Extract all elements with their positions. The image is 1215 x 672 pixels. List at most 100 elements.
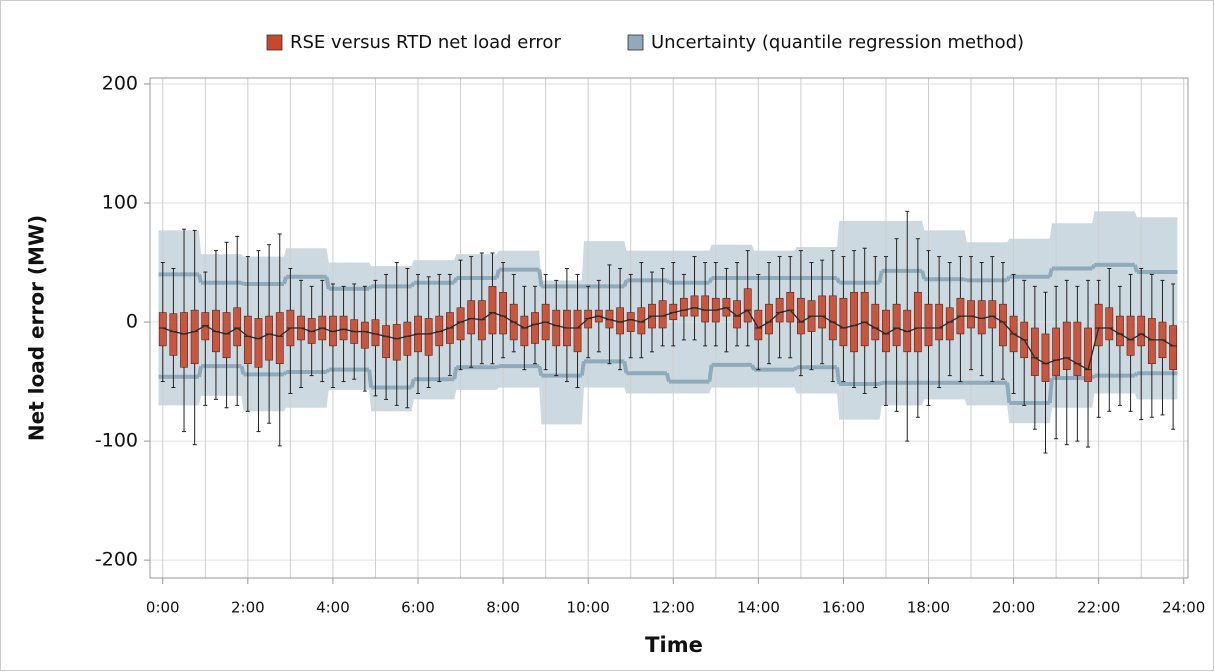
band-connector: [837, 220, 840, 420]
quantile-connector: [665, 279, 671, 285]
legend-swatch: [266, 34, 283, 51]
band-connector: [794, 247, 797, 394]
x-tick-label: 0:00: [146, 599, 180, 617]
x-tick-label: 8:00: [486, 599, 520, 617]
box: [488, 286, 497, 335]
x-tick-label: 18:00: [907, 599, 950, 617]
box: [924, 303, 933, 347]
x-tick-label: 20:00: [992, 599, 1035, 617]
y-tick-label: 200: [102, 72, 138, 94]
box: [860, 291, 869, 347]
box: [1030, 327, 1039, 376]
quantile-connector: [963, 277, 968, 283]
quantile-connector: [240, 281, 245, 286]
band-connector: [284, 248, 287, 412]
quantile-connector: [196, 365, 204, 378]
quantile-connector: [409, 378, 416, 389]
box: [796, 297, 805, 335]
box: [265, 315, 274, 361]
quantile-connector: [196, 273, 203, 284]
box: [850, 291, 858, 353]
band-connector: [539, 250, 542, 425]
box: [658, 300, 667, 329]
band-connector: [454, 254, 457, 400]
box: [573, 309, 582, 353]
band-connector: [326, 248, 329, 408]
band-connector: [198, 230, 202, 406]
quantile-connector: [367, 285, 373, 291]
box: [1147, 318, 1156, 365]
box: [254, 318, 263, 368]
box: [1105, 307, 1114, 341]
box: [1052, 327, 1061, 376]
box: [988, 300, 997, 329]
band-fill: [1094, 211, 1135, 394]
box: [169, 313, 178, 356]
quantile-connector: [707, 364, 714, 382]
uncertainty-lines: [158, 262, 1178, 405]
quantile-connector: [1005, 275, 1012, 282]
box-plots: [158, 210, 1178, 454]
box: [626, 312, 635, 332]
box: [743, 288, 752, 323]
quantile-connector: [1090, 374, 1096, 380]
quantile-connector: [622, 279, 629, 288]
box: [382, 325, 391, 359]
quantile-connector: [579, 361, 586, 376]
box: [1084, 327, 1092, 382]
band-connector: [1007, 238, 1010, 424]
x-tick-label: 24:00: [1162, 599, 1205, 617]
x-axis-title: Time: [645, 633, 703, 657]
legend-label: RSE versus RTD net load error: [290, 32, 561, 53]
box: [552, 309, 561, 347]
box: [935, 303, 944, 341]
quantile-connector: [835, 367, 842, 385]
box: [828, 295, 837, 341]
quantile-connector: [707, 277, 714, 284]
box: [190, 309, 199, 365]
box: [1169, 325, 1178, 370]
quantile-connector: [452, 366, 459, 380]
quantile-connector: [664, 372, 671, 383]
legend-label: Uncertainty (quantile regression method): [651, 32, 1024, 53]
box: [392, 324, 401, 361]
quantile-connector: [1005, 382, 1012, 404]
y-tick-label: 0: [126, 311, 138, 333]
band-connector: [624, 241, 627, 394]
quantile-connector: [494, 269, 501, 279]
box: [775, 297, 784, 323]
box: [339, 315, 348, 341]
band-connector: [922, 220, 925, 406]
box: [222, 312, 231, 359]
x-tick-label: 12:00: [652, 599, 695, 617]
quantile-connector: [452, 277, 459, 284]
quantile-connector: [920, 270, 927, 280]
quantile-connector: [324, 276, 331, 290]
quantile-connector: [367, 369, 374, 388]
box: [424, 318, 433, 356]
box: [999, 303, 1007, 347]
x-tick-label: 2:00: [231, 599, 265, 617]
quantile-connector: [537, 365, 544, 377]
box: [233, 307, 242, 347]
box: [520, 315, 529, 347]
box: [913, 291, 922, 353]
x-tick-label: 6:00: [401, 599, 435, 617]
quantile-connector: [1090, 263, 1097, 270]
box: [1094, 303, 1103, 347]
x-tick-label: 10:00: [567, 599, 610, 617]
y-tick-label: -200: [95, 549, 138, 571]
quantile-connector: [622, 360, 629, 374]
box: [531, 312, 539, 344]
box: [786, 291, 795, 323]
band-connector: [1134, 211, 1137, 400]
box: [818, 295, 827, 329]
quantile-connector: [325, 368, 331, 374]
quantile-connector: [409, 281, 416, 288]
y-tick-label: -100: [95, 430, 138, 452]
x-tick-label: 22:00: [1077, 599, 1120, 617]
quantile-connector: [282, 370, 288, 376]
quantile-connector: [793, 365, 799, 371]
quantile-connector: [1047, 267, 1054, 278]
